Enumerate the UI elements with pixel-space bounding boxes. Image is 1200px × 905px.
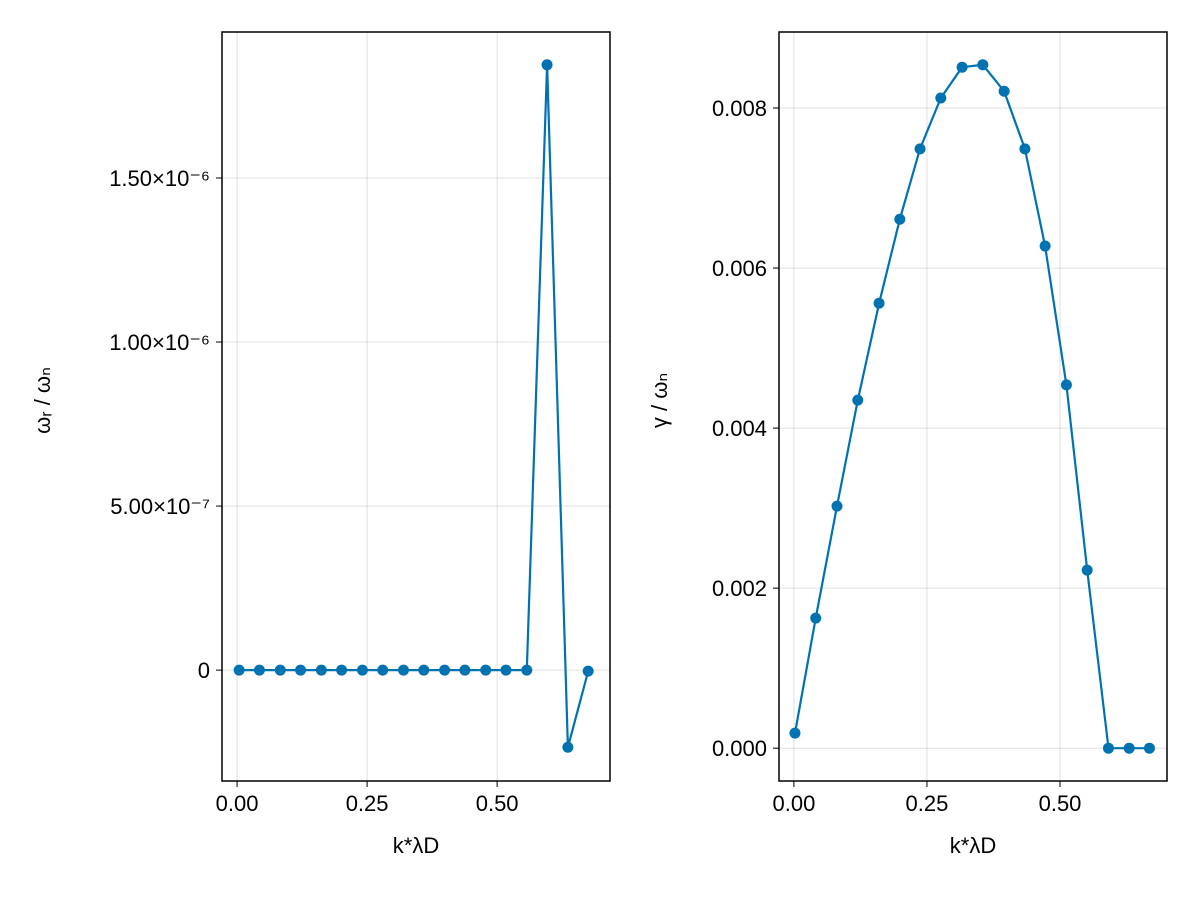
data-point [1102, 742, 1114, 754]
data-point [562, 741, 574, 753]
y-tick-label: 0 [198, 658, 210, 683]
x-tick-label: 0.50 [476, 791, 519, 816]
series-line [239, 64, 590, 748]
data-point [1039, 240, 1051, 252]
y-tick-label: 0.004 [712, 416, 767, 441]
axes-frame [778, 31, 1168, 782]
data-point [480, 664, 492, 676]
y-axis-label: ωᵣ / ωₙ [30, 367, 55, 434]
data-point [253, 664, 265, 676]
data-point [541, 59, 553, 71]
data-point [1081, 564, 1093, 576]
data-point [810, 612, 822, 624]
data-point [914, 143, 926, 155]
data-point [439, 664, 451, 676]
data-point [418, 664, 430, 676]
data-point [1143, 742, 1155, 754]
data-point [789, 727, 801, 739]
data-point [459, 664, 471, 676]
data-point [1060, 379, 1072, 391]
data-point [998, 85, 1010, 97]
data-point [977, 59, 989, 71]
data-point [894, 213, 906, 225]
data-point [398, 664, 410, 676]
x-tick-label: 0.25 [906, 791, 949, 816]
data-point [956, 61, 968, 73]
data-point [377, 664, 389, 676]
right-panel: 0.00 0.25 0.50 0.000 0.002 0.004 0.006 0.008 k*λ… [647, 31, 1168, 858]
y-tick-label: 0.002 [712, 576, 767, 601]
y-tick-label: 0.006 [712, 256, 767, 281]
data-point [274, 664, 286, 676]
data-point [336, 664, 348, 676]
y-tick-label: 0.008 [712, 96, 767, 121]
data-point [873, 297, 885, 309]
x-tick-label: 0.00 [216, 791, 259, 816]
y-tick-label: 5.00×10⁻⁷ [110, 494, 210, 519]
data-point [233, 664, 245, 676]
x-tick-label: 0.50 [1039, 791, 1082, 816]
axes-frame [221, 31, 611, 782]
x-tick-label: 0.00 [772, 791, 815, 816]
y-tick-label: 1.50×10⁻⁶ [109, 166, 210, 191]
data-point [1123, 742, 1135, 754]
y-tick-label: 0.000 [712, 736, 767, 761]
data-point [315, 664, 327, 676]
data-point [831, 500, 843, 512]
x-axis-label: k*λD [950, 833, 996, 858]
data-point [356, 664, 368, 676]
data-point [295, 664, 307, 676]
data-point [1019, 143, 1031, 155]
data-point [521, 664, 533, 676]
data-point [582, 665, 594, 677]
data-point [500, 664, 512, 676]
data-point [852, 394, 864, 406]
series-line [793, 63, 1150, 750]
y-axis-label: γ / ωₙ [647, 373, 672, 428]
data-point [935, 92, 947, 104]
left-panel: 0.00 0.25 0.50 0 5.00×10⁻⁷ 1.00×10⁻⁶ 1.50×10⁻⁶… [30, 31, 611, 858]
x-axis-label: k*λD [393, 833, 439, 858]
y-tick-label: 1.00×10⁻⁶ [109, 330, 210, 355]
x-tick-label: 0.25 [346, 791, 389, 816]
